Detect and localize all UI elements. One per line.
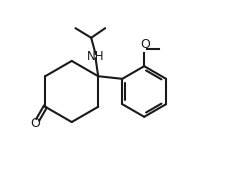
Text: NH: NH: [87, 50, 104, 63]
Text: O: O: [140, 38, 150, 51]
Text: O: O: [31, 117, 41, 130]
